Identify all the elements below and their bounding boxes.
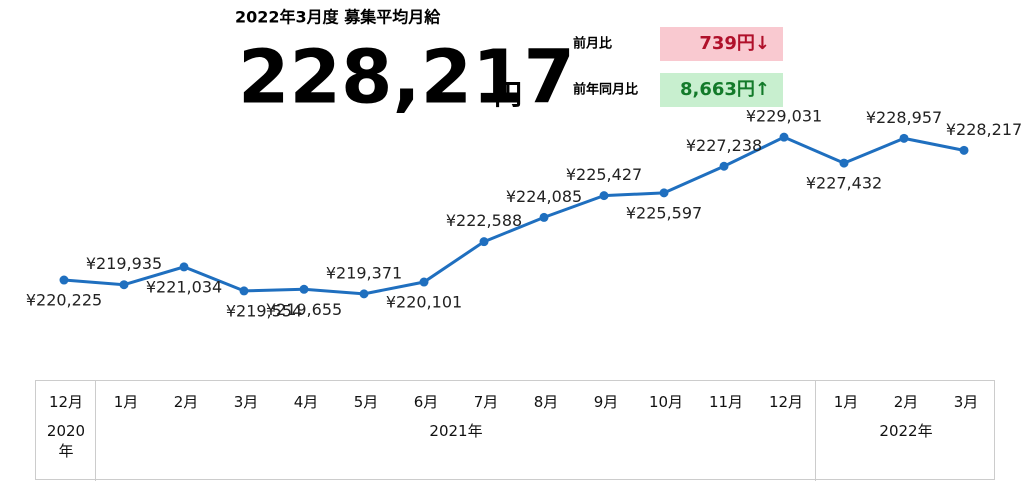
month-label: 6月 — [413, 393, 439, 411]
month-label: 12月 — [768, 393, 804, 411]
month-label: 1月 — [113, 393, 139, 411]
point — [539, 212, 549, 222]
value-label: ¥225,427 — [566, 165, 642, 184]
point — [419, 277, 429, 287]
point — [119, 280, 129, 290]
point — [959, 145, 969, 155]
month-label: 2月 — [173, 393, 199, 411]
line — [63, 135, 965, 296]
point — [359, 289, 369, 299]
month-label: 1月 — [833, 393, 859, 411]
point — [179, 262, 189, 272]
comparison-value: 8,663円↑ — [680, 79, 770, 100]
year-divider — [95, 381, 96, 481]
value-label: ¥225,597 — [626, 203, 702, 222]
value-label: ¥228,217 — [946, 120, 1022, 139]
value-label: ¥219,935 — [86, 254, 162, 273]
value-label: ¥227,238 — [686, 136, 762, 155]
month-label: 3月 — [233, 393, 259, 411]
point — [719, 161, 729, 171]
value-label: ¥220,101 — [386, 293, 462, 312]
month-label: 7月 — [473, 393, 499, 411]
headline-unit: 円 — [494, 78, 522, 111]
year-divider — [815, 381, 816, 481]
headline-value: 228,217 — [238, 35, 575, 121]
comparison-label: 前月比 — [573, 36, 612, 52]
month-label: 8月 — [533, 393, 559, 411]
point — [899, 133, 909, 143]
value-label: ¥224,085 — [506, 187, 582, 206]
chart-title: 2022年3月度 募集平均月給 — [235, 8, 441, 27]
month-label: 3月 — [953, 393, 979, 411]
month-label: 4月 — [293, 393, 319, 411]
point — [779, 132, 789, 142]
year-label: 2022年 — [879, 422, 933, 440]
year-label: 2020年 — [46, 422, 86, 460]
month-label: 5月 — [353, 393, 379, 411]
point — [479, 237, 489, 247]
month-table: 12月 1月 2月 3月 4月 5月 6月 7月 8月 9月 10月 11月 12月 1月 2月 3月 2020… — [35, 380, 995, 481]
point — [839, 158, 849, 168]
month-label: 9月 — [593, 393, 619, 411]
comparison-label: 前年同月比 — [573, 82, 638, 98]
value-label: ¥219,371 — [326, 263, 402, 282]
comparison-box — [660, 27, 783, 61]
chart: 2022年3月度 募集平均月給 228,217 円 前月比 739円↓ 前年同月比 8… — [26, 8, 1022, 321]
year-label: 2021年 — [429, 422, 483, 440]
point — [659, 188, 669, 198]
point — [299, 284, 309, 294]
point — [599, 191, 609, 201]
value-label: ¥222,588 — [446, 211, 522, 230]
value-label: ¥219,554 — [226, 301, 302, 320]
page-body: 2022年3月度 募集平均月給 228,217 円 前月比 739円↓ 前年同月比 8… — [25, 7, 1023, 481]
comparison-value: 739円↓ — [699, 33, 770, 54]
value-label: ¥221,034 — [146, 277, 222, 296]
value-label: ¥229,031 — [746, 107, 822, 126]
page: {"chart_data": { "type": "line", "title"… — [25, 7, 1023, 481]
value-label: ¥227,432 — [806, 174, 882, 193]
value-label: ¥219,655 — [266, 300, 342, 319]
month-label: 12月 — [48, 393, 84, 411]
point — [239, 286, 249, 296]
month-label: 10月 — [648, 393, 684, 411]
value-label: ¥228,957 — [866, 108, 942, 127]
month-label: 11月 — [708, 393, 744, 411]
value-label: ¥220,225 — [26, 291, 102, 310]
comparison-box — [660, 73, 783, 107]
point — [59, 275, 69, 285]
month-label: 2月 — [893, 393, 919, 411]
